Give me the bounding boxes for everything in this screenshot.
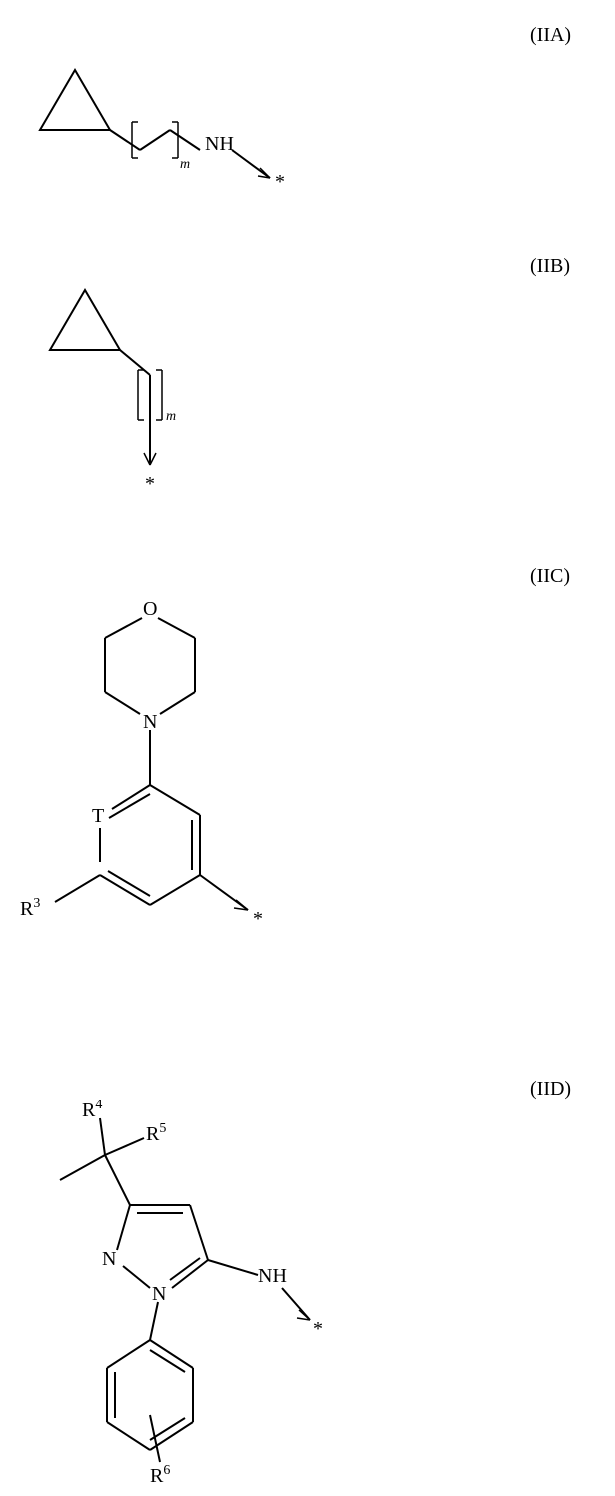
- atom-N1: N: [152, 1283, 166, 1305]
- subscript-m: m: [166, 409, 176, 424]
- atom-O: O: [143, 598, 157, 620]
- structure-IIB: m *: [40, 280, 240, 500]
- structure-IIA: NH m *: [20, 50, 300, 190]
- attachment-star: *: [145, 473, 155, 495]
- atom-R6: R6: [150, 1463, 170, 1487]
- formula-label-IIC: (IIC): [530, 565, 570, 588]
- attachment-star: *: [313, 1318, 323, 1340]
- attachment-star: *: [275, 171, 285, 190]
- atom-NH: NH: [258, 1265, 287, 1287]
- attachment-star: *: [253, 908, 263, 930]
- structure-IIC: O N T R3 *: [0, 590, 300, 1010]
- formula-label-IIA: (IIA): [530, 24, 571, 47]
- atom-N2: N: [102, 1248, 116, 1270]
- atom-T: T: [92, 805, 104, 827]
- formula-label-IID: (IID): [530, 1078, 571, 1101]
- formula-label-IIB: (IIB): [530, 255, 570, 278]
- atom-N: N: [143, 711, 157, 733]
- subscript-m: m: [180, 157, 190, 172]
- atom-R3: R3: [20, 896, 40, 920]
- atom-NH: NH: [205, 133, 234, 155]
- structure-IID: R4 R5 N N NH * R6: [10, 1100, 350, 1490]
- atom-R5: R5: [146, 1121, 166, 1145]
- atom-R4: R4: [82, 1100, 102, 1121]
